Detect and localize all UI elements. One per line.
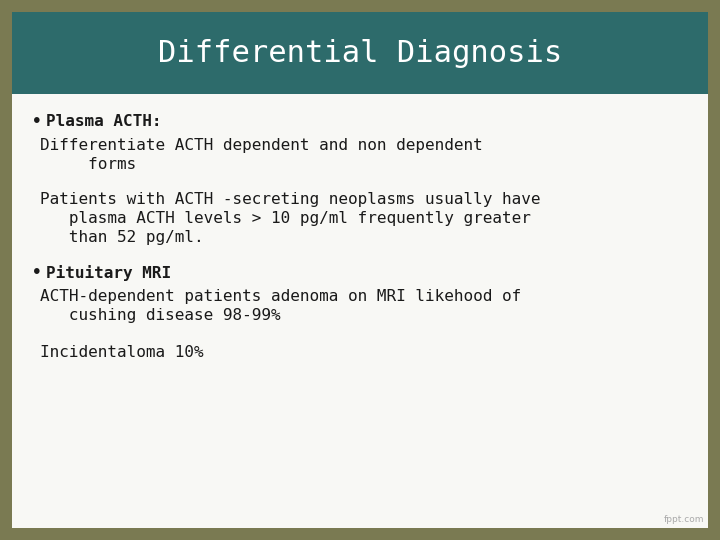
Text: Pituitary MRI: Pituitary MRI — [46, 265, 171, 281]
Text: Plasma ACTH:: Plasma ACTH: — [46, 114, 161, 129]
FancyBboxPatch shape — [12, 12, 708, 94]
Text: ACTH-dependent patients adenoma on MRI likehood of: ACTH-dependent patients adenoma on MRI l… — [40, 289, 521, 304]
Text: Differential Diagnosis: Differential Diagnosis — [158, 38, 562, 68]
FancyBboxPatch shape — [12, 12, 708, 528]
Text: •: • — [32, 265, 42, 280]
Text: cushing disease 98-99%: cushing disease 98-99% — [40, 308, 281, 323]
Text: Incidentaloma 10%: Incidentaloma 10% — [40, 345, 204, 360]
Text: •: • — [32, 114, 42, 129]
Text: fppt.com: fppt.com — [664, 515, 704, 524]
Text: than 52 pg/ml.: than 52 pg/ml. — [40, 230, 204, 245]
Text: Differentiate ACTH dependent and non dependent: Differentiate ACTH dependent and non dep… — [40, 138, 482, 153]
Text: forms: forms — [40, 157, 136, 172]
Text: plasma ACTH levels > 10 pg/ml frequently greater: plasma ACTH levels > 10 pg/ml frequently… — [40, 211, 531, 226]
Text: Patients with ACTH -secreting neoplasms usually have: Patients with ACTH -secreting neoplasms … — [40, 192, 541, 207]
